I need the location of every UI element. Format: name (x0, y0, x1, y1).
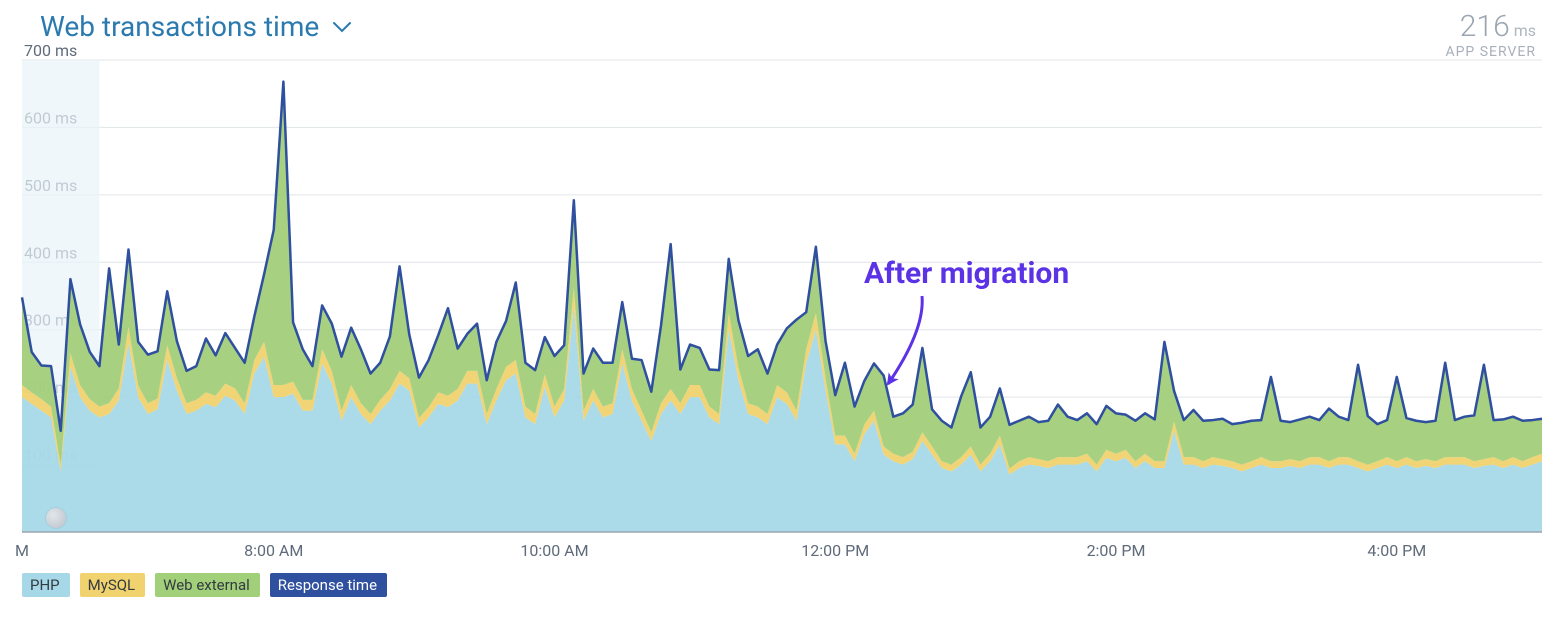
annotation-label: After migration (864, 256, 1069, 291)
svg-text:700 ms: 700 ms (24, 41, 77, 60)
svg-text:12:00 PM: 12:00 PM (801, 541, 869, 560)
svg-text:10:00 AM: 10:00 AM (520, 541, 588, 560)
svg-text:M: M (15, 541, 29, 560)
legend-item[interactable]: Web external (155, 573, 260, 597)
legend-item[interactable]: MySQL (80, 573, 146, 597)
chart-panel: Web transactions time 216ms APP SERVER 1… (0, 0, 1556, 627)
svg-text:4:00 PM: 4:00 PM (1367, 541, 1426, 560)
stacked-area-chart: 100 ms200 ms300 ms400 ms500 ms600 ms700 … (0, 0, 1556, 572)
loading-indicator-icon (46, 508, 66, 528)
legend: PHP MySQL Web external Response time (22, 573, 387, 597)
svg-text:8:00 AM: 8:00 AM (244, 541, 303, 560)
legend-item[interactable]: Response time (270, 573, 387, 597)
svg-text:2:00 PM: 2:00 PM (1087, 541, 1146, 560)
legend-item[interactable]: PHP (22, 573, 70, 597)
